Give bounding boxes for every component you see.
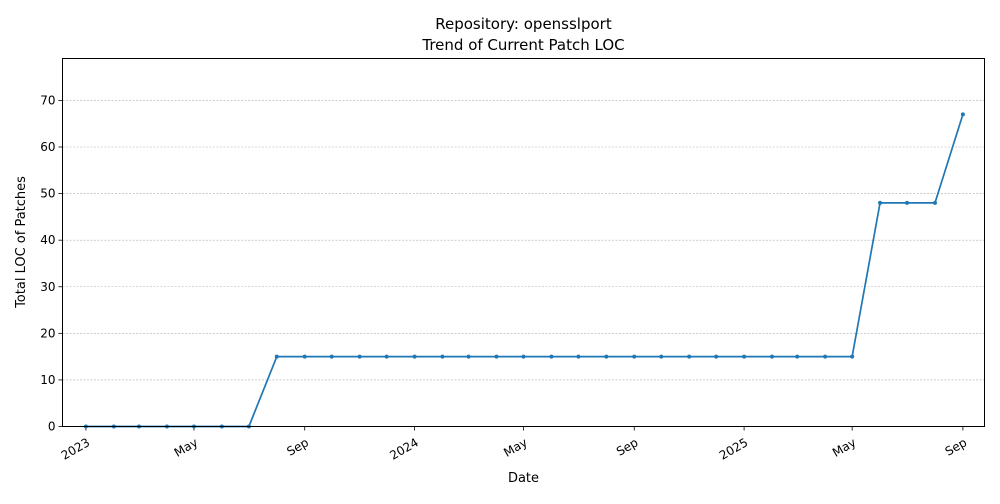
data-point — [604, 354, 609, 359]
data-point — [823, 354, 828, 359]
data-point — [549, 354, 554, 359]
y-tick-label: 40 — [40, 233, 55, 247]
y-tick-label: 50 — [40, 187, 55, 201]
data-point — [576, 354, 581, 359]
y-tick-label: 60 — [40, 140, 55, 154]
y-tick-label: 70 — [40, 93, 55, 107]
y-tick-label: 20 — [40, 326, 55, 340]
data-point — [960, 112, 965, 117]
data-point — [905, 200, 910, 205]
data-point — [357, 354, 362, 359]
data-point — [274, 354, 279, 359]
data-point — [329, 354, 334, 359]
y-tick-label: 10 — [40, 373, 55, 387]
data-point — [440, 354, 445, 359]
y-tick-label: 30 — [40, 280, 55, 294]
data-point — [878, 200, 883, 205]
data-point — [632, 354, 637, 359]
grid — [62, 100, 985, 381]
y-axis-ticks: 0 10 20 30 40 50 60 70 — [40, 93, 63, 434]
plot-frame — [62, 58, 985, 427]
data-point — [521, 354, 526, 359]
data-point — [714, 354, 719, 359]
data-point — [659, 354, 664, 359]
y-tick-label: 0 — [48, 420, 56, 434]
data-point — [770, 354, 775, 359]
data-point — [850, 354, 855, 359]
data-point — [494, 354, 499, 359]
data-point — [932, 200, 937, 205]
data-point — [412, 354, 417, 359]
data-point — [384, 354, 389, 359]
data-point — [687, 354, 692, 359]
y-axis-label: Total LOC of Patches — [14, 176, 29, 309]
data-point — [742, 354, 747, 359]
data-point — [302, 354, 307, 359]
data-point — [466, 354, 471, 359]
x-axis-label: Date — [508, 471, 539, 486]
data-point — [795, 354, 800, 359]
chart-subtitle: Trend of Current Patch LOC — [421, 36, 624, 54]
chart-title: Repository: opensslport — [435, 15, 612, 33]
